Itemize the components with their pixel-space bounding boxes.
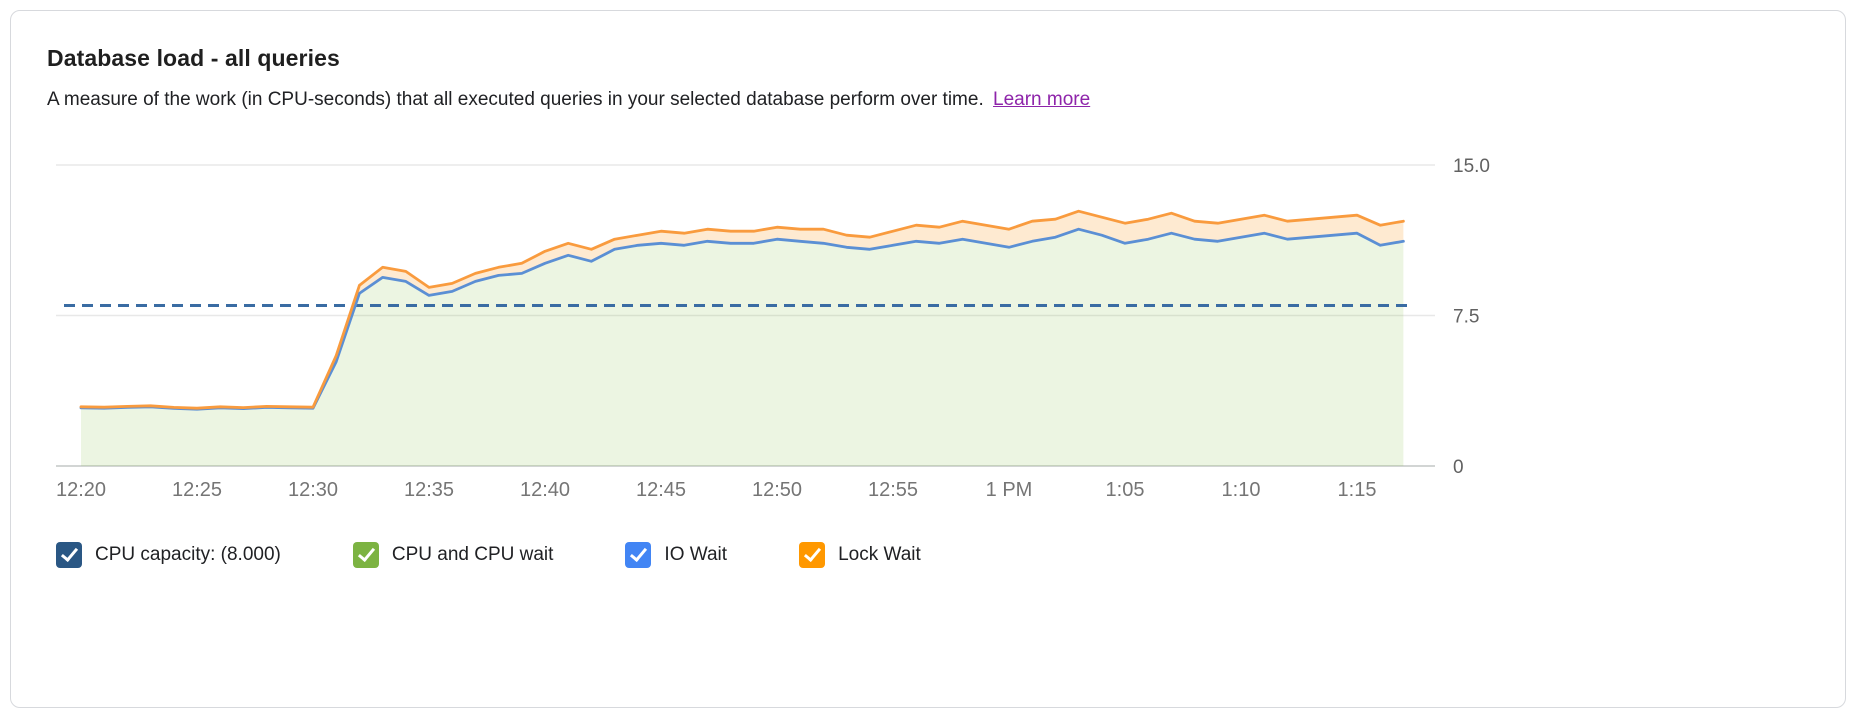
legend-item-io-wait[interactable]: IO Wait (625, 542, 727, 568)
database-load-chart: 15.0 7.5 0 12:20 12:25 12:30 12:35 12:40 12:45 12… (56, 150, 1809, 512)
y-axis-tick-label: 7.5 (1453, 307, 1479, 328)
x-axis-tick-label: 12:50 (752, 479, 802, 501)
page-title: Database load - all queries (47, 45, 340, 71)
x-axis-tick-label: 1:15 (1338, 479, 1377, 501)
y-axis-tick-label: 0 (1453, 457, 1464, 478)
y-axis-tick-label: 15.0 (1453, 156, 1490, 177)
x-axis-tick-label: 12:30 (288, 479, 338, 501)
chart-canvas: 15.0 7.5 0 12:20 12:25 12:30 12:35 12:40 12:45 12… (56, 156, 1490, 501)
legend-label: CPU and CPU wait (391, 544, 554, 565)
lock-wait-band-fill (81, 211, 1404, 410)
x-axis-tick-label: 12:20 (56, 479, 106, 501)
card-subtitle-text: A measure of the work (in CPU-seconds) t… (47, 89, 984, 110)
checkbox-checked-icon[interactable] (56, 542, 82, 568)
learn-more-link[interactable]: Learn more (993, 89, 1091, 110)
legend-item-lock-wait[interactable]: Lock Wait (799, 542, 921, 568)
x-axis-tick-label: 12:35 (404, 479, 454, 501)
checkbox-checked-icon[interactable] (352, 542, 379, 568)
x-axis-tick-label: 1:05 (1106, 479, 1145, 501)
chart-legend: CPU capacity: (8.000) CPU and CPU wait IO … (56, 542, 1809, 568)
lock-wait-line (79, 209, 1405, 410)
checkbox-checked-icon[interactable] (625, 542, 652, 568)
legend-label: Lock Wait (838, 544, 921, 565)
cpu-wait-area-fill (81, 229, 1404, 466)
legend-item-cpu-capacity-8-000[interactable]: CPU capacity: (8.000) (56, 542, 281, 568)
legend-label: CPU capacity: (8.000) (95, 544, 281, 565)
x-axis-tick-label: 12:55 (868, 479, 918, 501)
x-axis-tick-label: 12:25 (172, 479, 222, 501)
database-load-card: Database load - all queries A measure of… (10, 10, 1846, 708)
x-axis-tick-label: 12:45 (636, 479, 686, 501)
card-subtitle: A measure of the work (in CPU-seconds) t… (47, 88, 1809, 112)
legend-label: IO Wait (664, 544, 728, 565)
x-axis-tick-label: 1 PM (986, 479, 1033, 501)
legend-item-cpu-and-cpu-wait[interactable]: CPU and CPU wait (352, 542, 554, 568)
checkbox-checked-icon[interactable] (799, 542, 826, 568)
x-axis-tick-label: 12:40 (520, 479, 570, 501)
x-axis-tick-label: 1:10 (1222, 479, 1261, 501)
